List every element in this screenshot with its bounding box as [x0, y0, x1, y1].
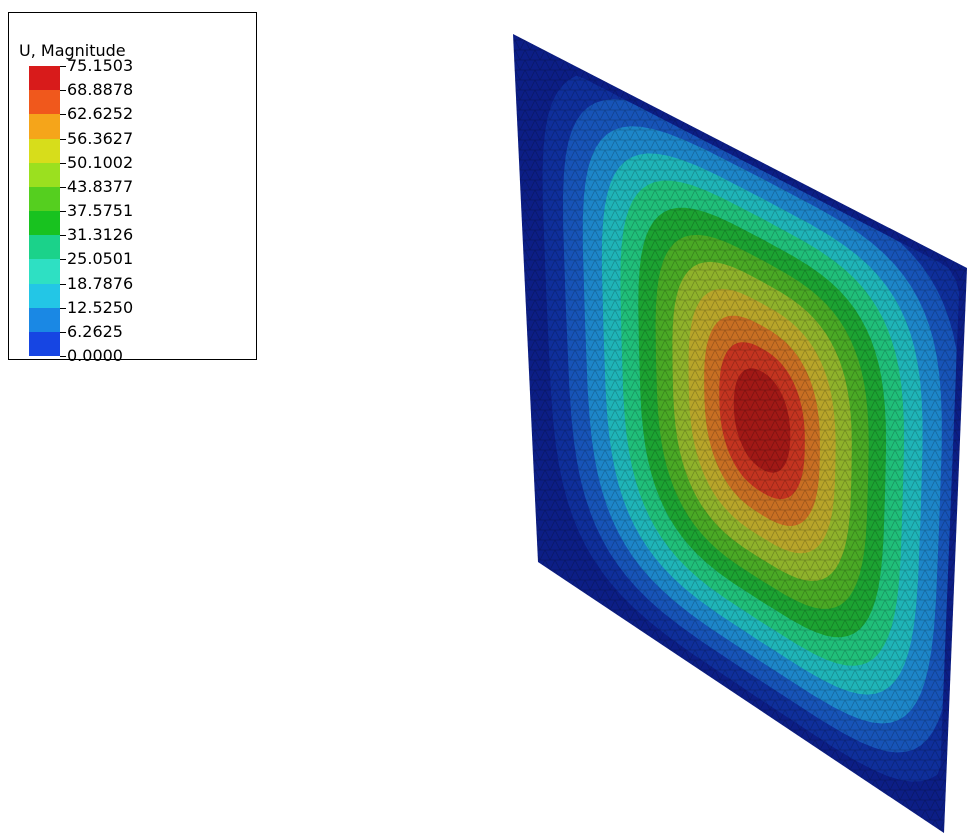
legend-tick: [60, 66, 66, 67]
legend-swatch: [29, 162, 60, 188]
legend-label: 37.5751: [67, 201, 134, 220]
legend-swatch: [29, 259, 60, 284]
legend-label: 18.7876: [67, 273, 134, 293]
legend-label: 68.8878: [67, 80, 134, 100]
legend-label: 43.8377: [67, 176, 134, 196]
legend-label: 25.0501: [67, 249, 134, 269]
legend-tick: [60, 162, 66, 164]
legend-tick: [60, 235, 66, 237]
legend-tick: [60, 90, 66, 92]
mesh-overlay: [513, 34, 967, 833]
legend-label: 31.3126: [67, 225, 134, 245]
legend-tick: [60, 331, 66, 333]
legend-tick: [60, 211, 66, 212]
legend-swatch: [29, 211, 60, 236]
legend-swatch: [29, 186, 60, 212]
legend-swatch: [29, 90, 60, 115]
legend-label: 0.0000: [67, 346, 123, 365]
legend-title: U, Magnitude: [19, 41, 126, 60]
legend-swatch: [29, 331, 60, 357]
legend-swatch: [29, 138, 60, 164]
legend-label: 56.3627: [67, 128, 134, 148]
legend-label: 62.6252: [67, 104, 134, 124]
legend-swatch: [29, 283, 60, 309]
legend-swatch: [29, 307, 60, 333]
legend-tick: [60, 307, 66, 309]
legend-tick: [60, 138, 66, 140]
legend-tick: [60, 186, 66, 188]
legend-tick: [60, 283, 66, 285]
legend-swatch: [29, 114, 60, 139]
legend-tick: [60, 114, 66, 116]
legend-swatch: [29, 66, 60, 91]
legend-label: 75.1503: [67, 56, 134, 75]
legend-tick: [60, 259, 66, 261]
legend-color-bar: [29, 66, 60, 357]
legend-label: 12.5250: [67, 297, 134, 317]
legend-tick: [60, 356, 66, 357]
legend-label: 50.1002: [67, 152, 134, 172]
legend-label: 6.2625: [67, 321, 123, 341]
legend-swatch: [29, 235, 60, 260]
legend: U, Magnitude 75.1503 68.8878 62.6252 56.362…: [8, 12, 257, 364]
